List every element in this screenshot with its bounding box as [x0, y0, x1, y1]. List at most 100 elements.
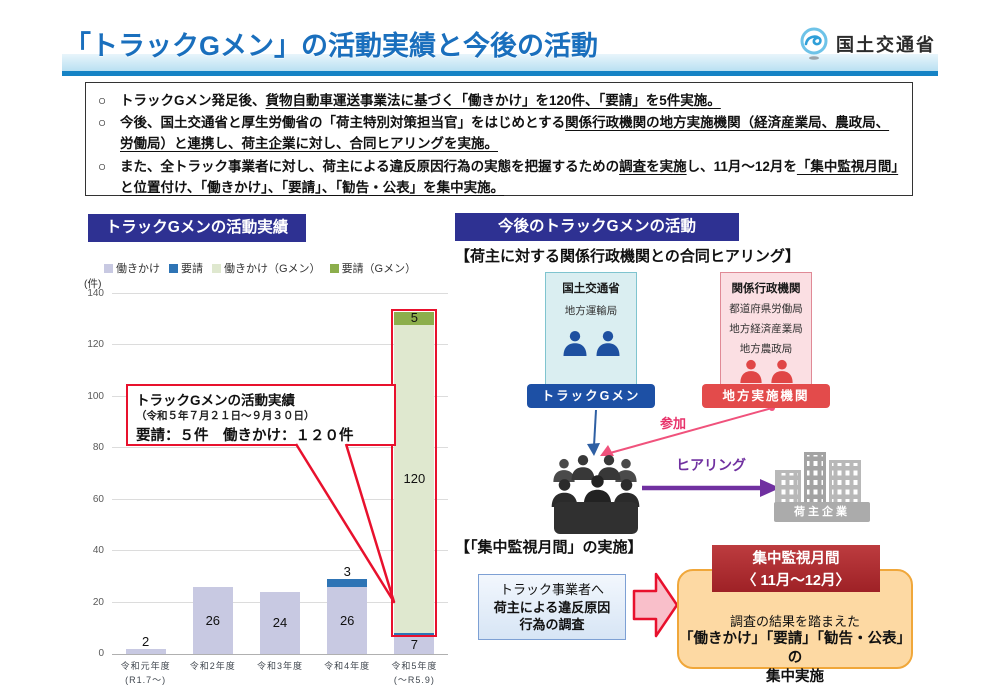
- mlit-officials-icon: [546, 330, 636, 356]
- bar-segment: [394, 633, 435, 636]
- agency-box-item: 都道府県労働局: [729, 303, 803, 315]
- legend-label: 要請: [181, 263, 203, 275]
- action-line1: 調査の結果を踏まえた: [729, 614, 860, 629]
- left-section-header: トラックGメンの活動実績: [88, 214, 306, 242]
- agency-box-item: 地方経済産業局: [729, 323, 803, 335]
- legend-swatch: [104, 263, 113, 273]
- legend-swatch: [329, 263, 339, 273]
- monitoring-section-heading: 【「集中監視月間」の実施】: [455, 539, 643, 556]
- survey-line1: トラック事業者へ: [499, 582, 604, 597]
- bar-segment: [327, 579, 368, 588]
- gridline: [112, 550, 448, 552]
- chart-legend: 働きかけ 要請 働きかけ（Gメン） 要請（Gメン）: [104, 260, 416, 276]
- y-axis-tick: 80: [92, 442, 104, 454]
- bar-value-label: 2: [141, 633, 150, 649]
- bar-value-label: 26: [339, 612, 355, 628]
- legend-label: 要請（Gメン）: [341, 263, 417, 275]
- hearing-section-heading: 【荷主に対する関係行政機関との合同ヒアリング】: [455, 248, 800, 265]
- bullet-text: また、全トラック事業者に対し、荷主による違反原因行為の実態を把握するための調査を…: [120, 158, 899, 195]
- x-axis-label: 令和4年度: [324, 661, 371, 671]
- activity-bar-chart: 働きかけ 要請 働きかけ（Gメン） 要請（Gメン） (件) 2 令和元年度 (R1.7～…: [78, 250, 463, 690]
- y-axis-tick: 100: [87, 390, 104, 402]
- agency-box-title: 関係行政機関: [731, 283, 801, 295]
- legend-label: 働きかけ: [116, 263, 160, 275]
- page-title: 「トラックGメン」の活動実績と今後の活動: [64, 31, 599, 61]
- legend-swatch: [169, 263, 178, 273]
- period-line1: 集中監視月間: [752, 551, 840, 567]
- x-axis-label: 令和3年度: [256, 661, 303, 671]
- gridline: [112, 498, 448, 500]
- gmen-highlight-frame: [391, 309, 438, 638]
- participation-label: 参加: [660, 416, 687, 431]
- bar-value-label: 3: [343, 564, 351, 580]
- y-axis-tick: 0: [98, 648, 104, 659]
- legend-item: 働きかけ: [104, 260, 160, 276]
- right-section-header: 今後のトラックGメンの活動: [455, 213, 739, 241]
- gridline: [112, 293, 448, 294]
- bullet-text: トラックGメン発足後、貨物自動車運送事業法に基づく「働きかけ」を120件、「要請…: [120, 93, 721, 108]
- legend-item: 働きかけ（Gメン）: [212, 260, 321, 276]
- gridline: [112, 447, 448, 449]
- mlit-box-sub: 地方運輸局: [564, 305, 618, 317]
- callout-body: 要請：５件 働きかけ：１２０件: [136, 428, 354, 444]
- survey-line3: 行為の調査: [519, 617, 585, 633]
- title-underline-band: [62, 54, 938, 71]
- y-axis-tick: 60: [92, 493, 104, 505]
- survey-box: トラック事業者へ 荷主による違反原因 行為の調査: [478, 574, 626, 640]
- bar-segment: [394, 312, 435, 325]
- callout-subtitle: （令和５年７月２１日～９月３０日）: [136, 410, 315, 422]
- y-axis-tick: 20: [92, 596, 104, 608]
- bar-value-label: 7: [410, 637, 418, 652]
- agency-name: 国土交通省: [836, 35, 936, 55]
- y-axis-unit-label: (件): [84, 278, 102, 290]
- summary-bullet: ○ トラックGメン発足後、貨物自動車運送事業法に基づく「働きかけ」を120件、「要…: [98, 90, 900, 111]
- bullet-marker: ○: [98, 93, 107, 108]
- bar-segment: [125, 648, 166, 654]
- monitoring-period-box: 集中監視月間 〈 11月～12月〉: [712, 545, 880, 592]
- x-axis-label: 令和5年度 (～R5.9): [391, 661, 438, 685]
- survey-line2: 荷主による違反原因: [493, 599, 611, 615]
- chart-callout: トラックGメンの活動実績 （令和５年７月２１日～９月３０日） 要請：５件 働きか…: [126, 384, 396, 446]
- period-line2: 〈 11月～12月〉: [742, 573, 850, 589]
- bar-segment: [394, 636, 435, 654]
- legend-swatch: [212, 263, 221, 273]
- bullet-text: 今後、国土交通省と厚生労働省の「荷主特別対策担当官」をはじめとする関係行政機関の…: [120, 115, 890, 152]
- related-agency-box: 関係行政機関 都道府県労働局 地方経済産業局 地方農政局: [720, 272, 812, 387]
- action-line2: 「働きかけ」「要請」「勧告・公表」の: [679, 631, 911, 666]
- bar-value-label: 120: [403, 471, 426, 487]
- summary-bullet: ○ また、全トラック事業者に対し、荷主による違反原因行為の実態を把握するための調査…: [98, 156, 900, 198]
- action-line3: 集中実施: [766, 668, 824, 685]
- summary-bullet: ○ 今後、国土交通省と厚生労働省の「荷主特別対策担当官」をはじめとする関係行政機関…: [98, 112, 900, 154]
- title-underline-rule: [62, 71, 938, 76]
- bar-segment: [260, 592, 300, 654]
- agency-box-item: 地方農政局: [739, 343, 793, 355]
- agency-officials-icon: [721, 359, 811, 383]
- bullet-marker: ○: [98, 115, 107, 131]
- bar-segment: [394, 324, 435, 634]
- bar-segment: [192, 587, 233, 654]
- x-axis-label: 令和2年度: [189, 661, 236, 671]
- gridline: [112, 344, 448, 346]
- shipper-company-label: 荷主企業: [774, 502, 870, 522]
- bullet-marker: ○: [98, 158, 107, 174]
- x-axis-label: 令和元年度 (R1.7～): [120, 661, 171, 685]
- bar-value-label: 26: [205, 612, 221, 628]
- hearing-label: ヒアリング: [676, 457, 746, 473]
- mlit-emblem-icon: [800, 27, 828, 60]
- mlit-org-box: 国土交通省 地方運輸局: [545, 272, 637, 387]
- flow-arrow-icon: [632, 572, 679, 638]
- y-axis-tick: 140: [87, 288, 104, 299]
- gmen-down-arrow-icon: [587, 410, 600, 456]
- legend-label: 働きかけ（Gメン）: [224, 263, 321, 275]
- callout-title: トラックGメンの活動実績: [136, 393, 296, 408]
- regional-org-pill: 地方実施機関: [702, 384, 830, 408]
- truck-gmen-pill: トラックGメン: [527, 384, 655, 408]
- legend-item: 要請（Gメン）: [329, 260, 417, 276]
- hearing-arrow-icon: [642, 479, 780, 497]
- summary-box: ○ トラックGメン発足後、貨物自動車運送事業法に基づく「働きかけ」を120件、「要…: [85, 82, 913, 196]
- legend-item: 要請: [169, 260, 203, 276]
- y-axis-tick: 40: [92, 545, 104, 557]
- bar-value-label: 24: [272, 615, 288, 631]
